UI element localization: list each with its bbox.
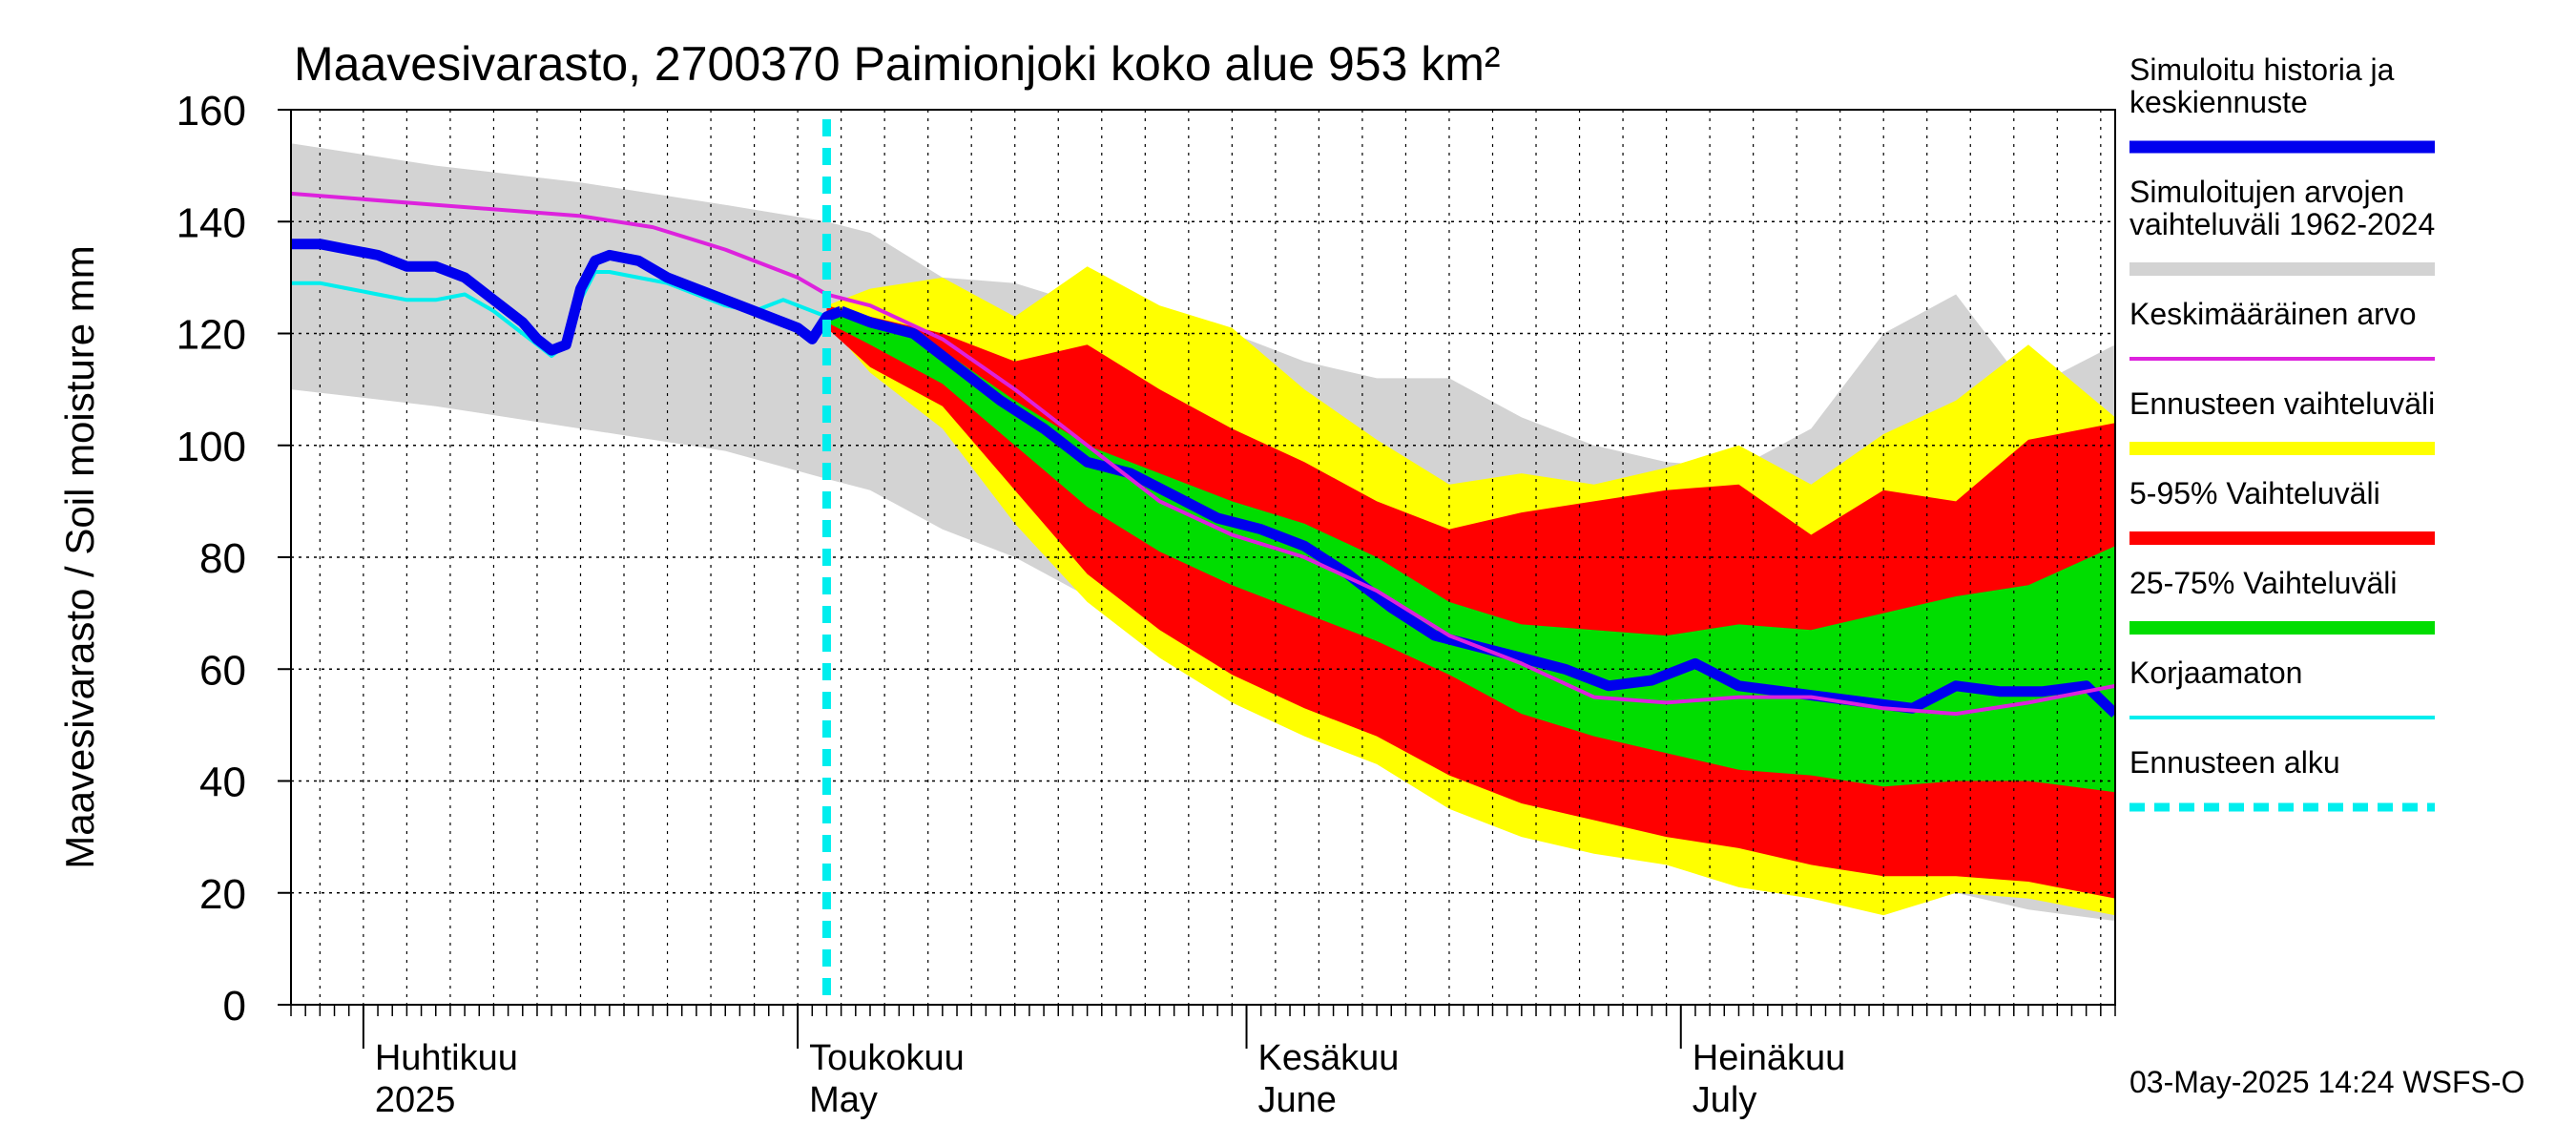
month-label-en: July <box>1693 1080 1757 1120</box>
month-label-en: 2025 <box>375 1080 456 1120</box>
legend-item: Korjaamaton <box>2129 656 2435 719</box>
line-layer <box>291 119 2115 1005</box>
footer-timestamp: 03-May-2025 14:24 WSFS-O <box>2129 1065 2524 1099</box>
chart-title: Maavesivarasto, 2700370 Paimionjoki koko… <box>294 37 1501 91</box>
month-label-fi: Kesäkuu <box>1258 1038 1400 1078</box>
legend-label: Korjaamaton <box>2129 656 2302 690</box>
legend-item: Ennusteen vaihteluväli <box>2129 386 2435 455</box>
y-axis-label: Maavesivarasto / Soil moisture mm <box>57 245 102 869</box>
month-label-fi: Toukokuu <box>809 1038 965 1078</box>
y-axis: 0 20 40 60 80 100 120 140 160 <box>177 88 291 1030</box>
legend-item: Ennusteen alku <box>2129 745 2435 812</box>
y-tick-label: 40 <box>199 760 246 806</box>
legend-label: Simuloitu historia ja <box>2129 52 2395 87</box>
legend-label: Ennusteen alku <box>2129 745 2340 780</box>
y-tick-label: 100 <box>177 424 246 470</box>
legend-label: 5-95% Vaihteluväli <box>2129 476 2380 510</box>
y-tick-label: 60 <box>199 647 246 694</box>
legend-label: 25-75% Vaihteluväli <box>2129 566 2397 600</box>
month-label-fi: Heinäkuu <box>1693 1038 1846 1078</box>
legend-item: 5-95% Vaihteluväli <box>2129 476 2435 545</box>
y-tick-label: 120 <box>177 312 246 359</box>
p25-75-band <box>826 311 2115 793</box>
legend-label: keskiennuste <box>2129 85 2308 119</box>
legend-item: 25-75% Vaihteluväli <box>2129 566 2435 635</box>
simulated-history-line <box>291 239 843 356</box>
mean-value-line <box>291 191 2115 717</box>
y-tick-label: 0 <box>223 983 246 1030</box>
month-label-en: June <box>1258 1080 1337 1120</box>
legend-label: vaihteluväli 1962-2024 <box>2129 207 2435 241</box>
legend-label: Simuloitujen arvojen <box>2129 175 2404 209</box>
band-layer <box>291 143 2115 922</box>
month-label-en: May <box>809 1080 878 1120</box>
month-label-fi: Huhtikuu <box>375 1038 518 1078</box>
y-tick-label: 80 <box>199 535 246 582</box>
y-tick-label: 20 <box>199 871 246 918</box>
legend-item: Keskimääräinen arvo <box>2129 297 2435 361</box>
legend-label: Ennusteen vaihteluväli <box>2129 386 2435 421</box>
legend-label: Keskimääräinen arvo <box>2129 297 2417 331</box>
legend: Simuloitu historia jakeskiennusteSimuloi… <box>2129 52 2435 812</box>
y-tick-label: 140 <box>177 199 246 246</box>
y-tick-label: 160 <box>177 88 246 135</box>
